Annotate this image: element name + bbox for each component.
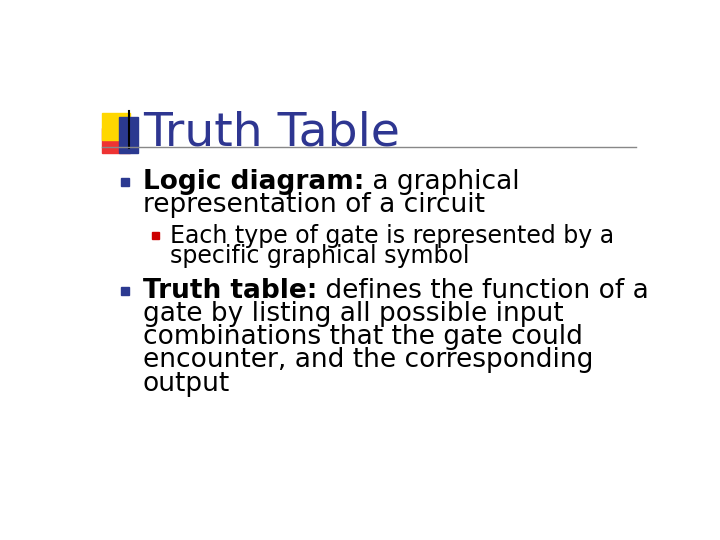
Bar xyxy=(102,112,130,140)
Bar xyxy=(102,128,130,153)
Text: representation of a circuit: representation of a circuit xyxy=(143,192,485,218)
Text: Each type of gate is represented by a: Each type of gate is represented by a xyxy=(170,224,614,248)
Bar xyxy=(121,287,129,295)
Text: combinations that the gate could: combinations that the gate could xyxy=(143,325,582,350)
Text: encounter, and the corresponding: encounter, and the corresponding xyxy=(143,347,593,374)
Text: Truth Table: Truth Table xyxy=(143,110,400,155)
Bar xyxy=(153,232,159,239)
Bar xyxy=(121,178,129,186)
Text: defines the function of a: defines the function of a xyxy=(317,278,649,304)
Text: Truth table:: Truth table: xyxy=(143,278,317,304)
Text: a graphical: a graphical xyxy=(364,169,520,195)
Text: Logic diagram:: Logic diagram: xyxy=(143,169,364,195)
Bar xyxy=(120,117,138,153)
Text: gate by listing all possible input: gate by listing all possible input xyxy=(143,301,563,327)
Text: output: output xyxy=(143,370,230,396)
Text: specific graphical symbol: specific graphical symbol xyxy=(170,244,469,268)
